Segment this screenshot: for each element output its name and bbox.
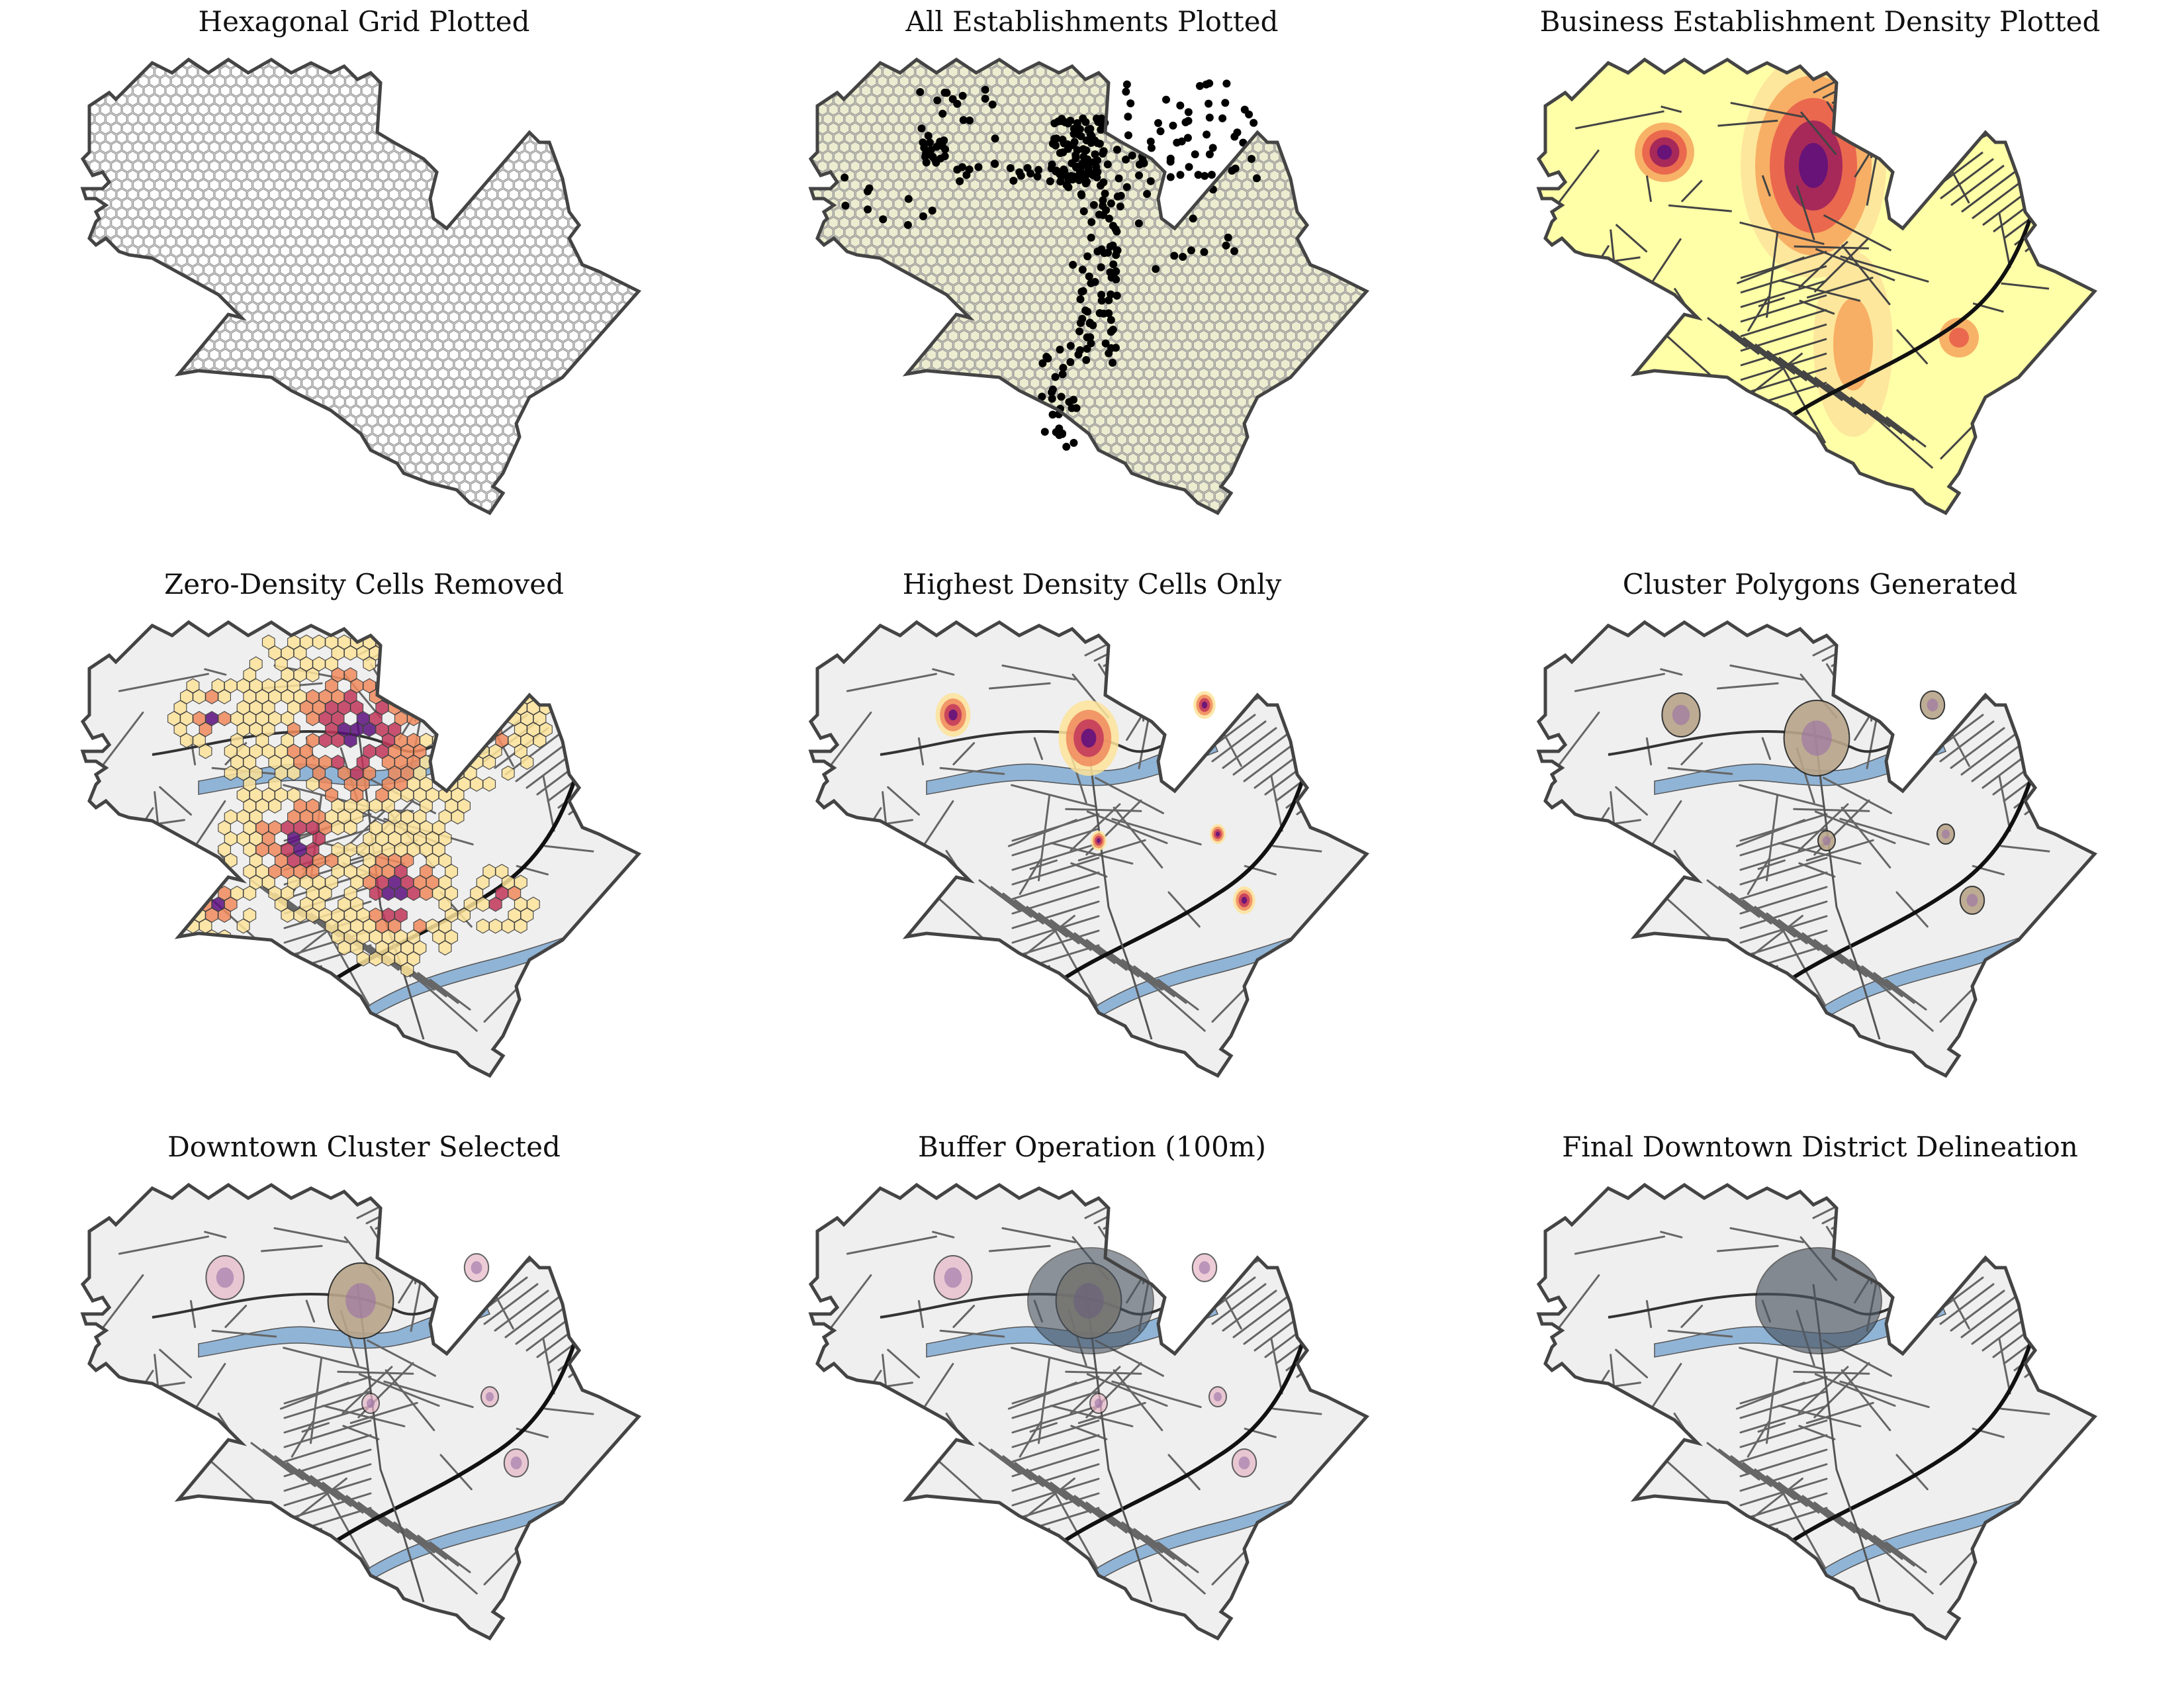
map-panel-clusters: Cluster Polygons Generated bbox=[1456, 563, 2184, 1125]
map-canvas bbox=[80, 1182, 642, 1641]
downtown-district-polygon bbox=[1755, 1247, 1882, 1354]
map-canvas bbox=[808, 620, 1370, 1078]
map-panel-highest: Highest Density Cells Only bbox=[728, 563, 1456, 1125]
map-panel-nonzero: Zero-Density Cells Removed bbox=[0, 563, 728, 1125]
map-panel-selected: Downtown Cluster Selected bbox=[0, 1125, 728, 1688]
map-panel-points: All Establishments Plotted bbox=[728, 0, 1456, 563]
panel-title: Downtown Cluster Selected bbox=[167, 1131, 561, 1163]
city-boundary bbox=[808, 57, 1370, 516]
panel-title: All Establishments Plotted bbox=[905, 5, 1279, 38]
city-boundary bbox=[1536, 620, 2098, 1078]
panel-title: Cluster Polygons Generated bbox=[1622, 568, 2018, 600]
map-canvas bbox=[808, 1182, 1370, 1641]
map-panel-buffer: Buffer Operation (100m) bbox=[728, 1125, 1456, 1688]
map-canvas bbox=[1536, 57, 2098, 516]
establishment-points bbox=[841, 79, 1261, 451]
panel-title: Highest Density Cells Only bbox=[902, 568, 1282, 600]
map-canvas bbox=[808, 57, 1370, 516]
city-boundary bbox=[80, 1182, 642, 1641]
city-boundary bbox=[1536, 1182, 2098, 1641]
buffer-polygon bbox=[1027, 1247, 1154, 1354]
map-canvas bbox=[80, 57, 642, 516]
map-panel-final: Final Downtown District Delineation bbox=[1456, 1125, 2184, 1688]
panel-title: Business Establishment Density Plotted bbox=[1539, 5, 2101, 38]
city-boundary bbox=[1536, 57, 2098, 516]
panel-title: Zero-Density Cells Removed bbox=[164, 568, 564, 600]
map-canvas bbox=[80, 620, 642, 1078]
city-boundary bbox=[80, 620, 642, 1078]
map-canvas bbox=[1536, 1182, 2098, 1641]
city-boundary bbox=[808, 1182, 1370, 1641]
panel-title: Hexagonal Grid Plotted bbox=[198, 5, 530, 38]
panel-title: Buffer Operation (100m) bbox=[917, 1131, 1267, 1163]
map-panel-density: Business Establishment Density Plotted bbox=[1456, 0, 2184, 563]
panel-title: Final Downtown District Delineation bbox=[1562, 1131, 2078, 1163]
map-panel-hexgrid: Hexagonal Grid Plotted bbox=[0, 0, 728, 563]
city-boundary bbox=[808, 620, 1370, 1078]
city-boundary bbox=[80, 57, 642, 516]
map-canvas bbox=[1536, 620, 2098, 1078]
